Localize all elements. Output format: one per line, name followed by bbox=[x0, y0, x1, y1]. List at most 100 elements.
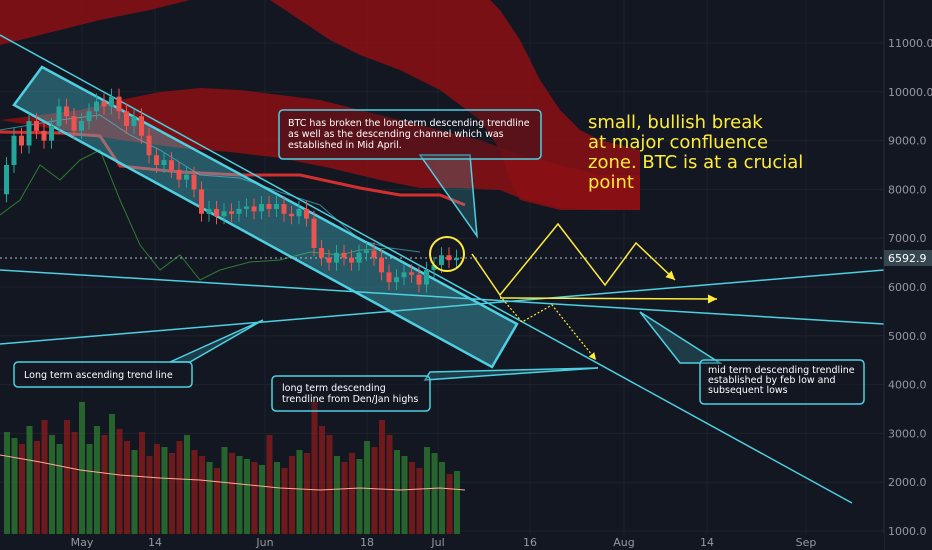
breakout-circle bbox=[429, 236, 465, 272]
volume-bar bbox=[79, 402, 85, 534]
candle bbox=[371, 250, 377, 258]
volume-bar bbox=[124, 441, 130, 534]
candle bbox=[266, 204, 272, 209]
candle bbox=[379, 257, 384, 273]
annotation-midterm-box: mid term descending trendline establishe… bbox=[639, 311, 865, 405]
annotation-ascending-text: Long term ascending trend line bbox=[24, 370, 173, 381]
candle bbox=[289, 213, 294, 217]
big-text-line2: at major confluence bbox=[588, 132, 768, 153]
volume-bar bbox=[424, 447, 430, 534]
volume-bar bbox=[356, 459, 363, 534]
volume-bar bbox=[131, 450, 138, 534]
candle bbox=[214, 208, 219, 217]
candle bbox=[364, 250, 369, 253]
annotation-top-line1: BTC has broken the longterm descending t… bbox=[288, 118, 530, 129]
candle bbox=[454, 257, 459, 261]
volume-bar bbox=[191, 450, 198, 534]
candle bbox=[124, 111, 129, 126]
price-axis-bg bbox=[884, 0, 932, 550]
x-tick-label: 14 bbox=[700, 536, 714, 549]
volume-bar bbox=[379, 420, 385, 534]
y-tick-label: 1000.0 bbox=[888, 525, 927, 538]
candle bbox=[94, 101, 99, 112]
y-tick-label: 5000.0 bbox=[888, 330, 927, 343]
candle bbox=[19, 135, 24, 146]
candle bbox=[394, 277, 399, 283]
volume-bar bbox=[214, 468, 220, 534]
volume-bar bbox=[229, 453, 235, 534]
candle bbox=[206, 208, 212, 214]
candle bbox=[41, 130, 47, 141]
annotation-midterm-line2: established by feb low and bbox=[708, 375, 836, 386]
candle bbox=[34, 121, 39, 131]
candle bbox=[146, 135, 152, 156]
x-axis: May 14 Jun 18 Jul 16 Aug 14 Sep bbox=[71, 536, 817, 549]
y-tick-label: 9000.0 bbox=[888, 135, 927, 148]
candle bbox=[319, 247, 324, 258]
candle bbox=[79, 121, 84, 131]
volume-bar bbox=[416, 468, 423, 534]
annotation-descending-line2: trendline from Den/Jan highs bbox=[282, 394, 418, 405]
volume-bar bbox=[394, 450, 400, 534]
volume-bar bbox=[116, 429, 123, 534]
candle bbox=[161, 160, 167, 165]
y-tick-label: 8000.0 bbox=[888, 183, 927, 196]
volume-bar bbox=[64, 420, 70, 534]
annotation-descending-box: long term descending trendline from Den/… bbox=[271, 367, 599, 412]
big-text-line1: small, bullish break bbox=[588, 112, 763, 133]
volume-bar bbox=[19, 444, 25, 534]
candle bbox=[416, 274, 422, 285]
projection-bullish-path bbox=[471, 222, 676, 297]
volume-bar bbox=[11, 438, 18, 534]
candle bbox=[349, 257, 354, 263]
volume-bar bbox=[296, 450, 303, 534]
candle bbox=[326, 257, 332, 263]
y-tick-label: 6000.0 bbox=[888, 281, 927, 294]
candle bbox=[154, 155, 159, 165]
y-tick-label: 2000.0 bbox=[888, 476, 927, 489]
candle bbox=[199, 189, 204, 214]
volume-bar bbox=[446, 474, 453, 534]
y-tick-label: 3000.0 bbox=[888, 427, 927, 440]
candle bbox=[439, 255, 444, 266]
candle bbox=[26, 121, 32, 146]
y-axis: 11000.0 10000.0 9000.0 8000.0 7000.0 6000.0 50… bbox=[888, 37, 932, 538]
volume-bar bbox=[146, 456, 153, 534]
last-price-label-bg bbox=[884, 250, 932, 266]
volume-bar bbox=[86, 444, 93, 534]
candle bbox=[401, 272, 407, 278]
volume-bar bbox=[184, 435, 190, 534]
x-tick-label: May bbox=[71, 536, 94, 549]
annotation-ascending-box: Long term ascending trend line bbox=[13, 319, 264, 388]
candle bbox=[356, 252, 362, 263]
candle bbox=[311, 218, 317, 248]
candle bbox=[296, 208, 302, 217]
volume-bar bbox=[311, 402, 318, 534]
volume-bar bbox=[206, 462, 213, 534]
volume-bar bbox=[334, 456, 340, 534]
candle bbox=[409, 272, 414, 275]
candle bbox=[11, 135, 17, 165]
candle bbox=[56, 106, 62, 126]
volume-bar bbox=[274, 462, 280, 534]
candle bbox=[251, 206, 257, 212]
volume-bar bbox=[259, 465, 265, 534]
volume-bar bbox=[41, 420, 48, 534]
candle bbox=[71, 116, 77, 131]
candle bbox=[191, 174, 197, 190]
candle bbox=[184, 174, 189, 180]
volume-bar bbox=[169, 453, 175, 534]
volume-bar bbox=[154, 444, 160, 534]
volume-bar bbox=[364, 441, 370, 534]
volume-bar bbox=[236, 456, 243, 534]
volume-bar bbox=[161, 447, 168, 534]
candle bbox=[169, 160, 174, 170]
candle bbox=[131, 116, 137, 126]
volume-bar bbox=[101, 435, 108, 534]
volume-bar bbox=[281, 468, 288, 534]
candle bbox=[4, 165, 9, 195]
y-tick-label: 10000.0 bbox=[888, 86, 932, 99]
volume-bar bbox=[319, 426, 325, 534]
volume-bar bbox=[386, 435, 393, 534]
volume-bar bbox=[4, 432, 10, 534]
